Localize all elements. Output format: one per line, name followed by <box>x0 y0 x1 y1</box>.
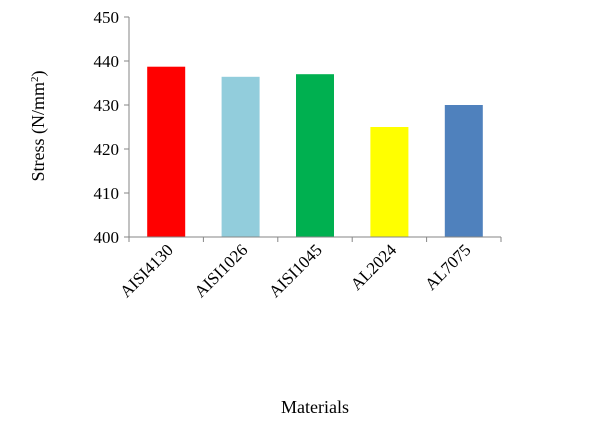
x-axis-title: Materials <box>281 397 349 417</box>
bars-layer <box>147 66 483 237</box>
y-axis-title: Stress (N/mm2) <box>28 70 49 181</box>
bar-aisi1045 <box>296 74 334 237</box>
y-axis-title-superscript: 2 <box>29 76 41 82</box>
x-category-label: AL2024 <box>347 240 401 294</box>
x-category-label: AISI1045 <box>265 240 326 301</box>
bar-al7075 <box>444 105 483 237</box>
y-tick-label: 440 <box>94 52 120 71</box>
bar-aisi1026 <box>221 76 260 237</box>
y-tick-label: 450 <box>94 8 120 27</box>
y-tick-label: 400 <box>94 228 120 247</box>
x-category-label: AISI4130 <box>116 240 177 301</box>
bar-aisi4130 <box>147 66 186 237</box>
y-tick-label: 410 <box>94 184 120 203</box>
axes-layer <box>128 17 501 238</box>
x-category-label: AL7075 <box>421 240 475 294</box>
y-tick-label: 420 <box>94 140 120 159</box>
x-category-label: AISI1026 <box>191 240 252 301</box>
bar-al2024 <box>370 127 409 237</box>
y-axis-title-text: Stress (N/mm <box>28 82 49 182</box>
y-axis-title-suffix: ) <box>28 70 49 76</box>
y-tick-label: 430 <box>94 96 120 115</box>
